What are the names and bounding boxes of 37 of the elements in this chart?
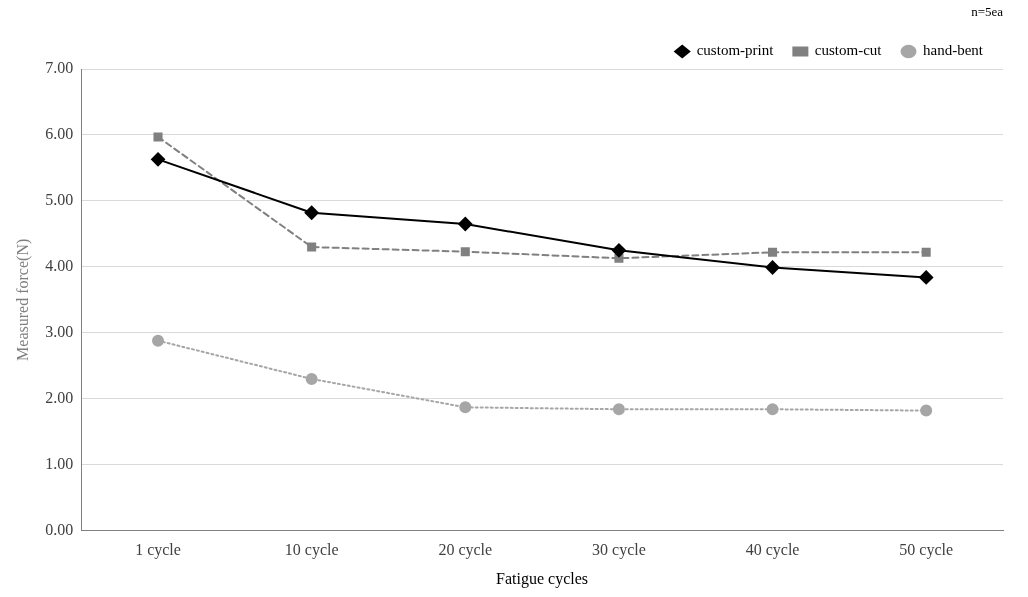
point (765, 260, 780, 275)
y-tick-label: 2.00 (45, 388, 74, 406)
point (307, 242, 317, 252)
point (919, 270, 934, 285)
point (153, 132, 163, 142)
x-tick-label: 1 cycle (135, 541, 181, 560)
x-tick-label: 30 cycle (592, 541, 646, 560)
y-tick-label: 3.00 (45, 322, 74, 340)
point (612, 403, 625, 416)
x-tick-label: 40 cycle (745, 541, 800, 560)
legend-label: hand-bent (923, 42, 984, 59)
y-axis-title: Measured force(N) (13, 238, 32, 361)
point (768, 247, 778, 257)
y-tick-label: 5.00 (45, 191, 74, 209)
point (151, 152, 166, 167)
legend-label: custom-print (696, 42, 775, 59)
point (304, 205, 319, 220)
x-tick-label: 50 cycle (899, 541, 954, 560)
x-axis-title: Fatigue cycles (496, 569, 589, 588)
point (921, 247, 931, 257)
y-tick-label: 7.00 (45, 59, 74, 77)
legend-label: custom-cut (814, 42, 883, 59)
point (460, 247, 470, 257)
y-tick-label: 4.00 (45, 257, 74, 275)
point (920, 404, 933, 417)
point (611, 243, 626, 258)
y-tick-label: 0.00 (45, 520, 74, 538)
point (766, 403, 779, 416)
x-tick-label: 20 cycle (438, 541, 493, 560)
y-tick-label: 1.00 (45, 454, 74, 472)
point (152, 334, 165, 347)
y-tick-label: 6.00 (45, 125, 74, 143)
x-tick-label: 10 cycle (284, 541, 339, 560)
text: n=5ea (971, 3, 1004, 19)
point (305, 372, 318, 385)
point (458, 216, 473, 231)
point (459, 401, 472, 414)
